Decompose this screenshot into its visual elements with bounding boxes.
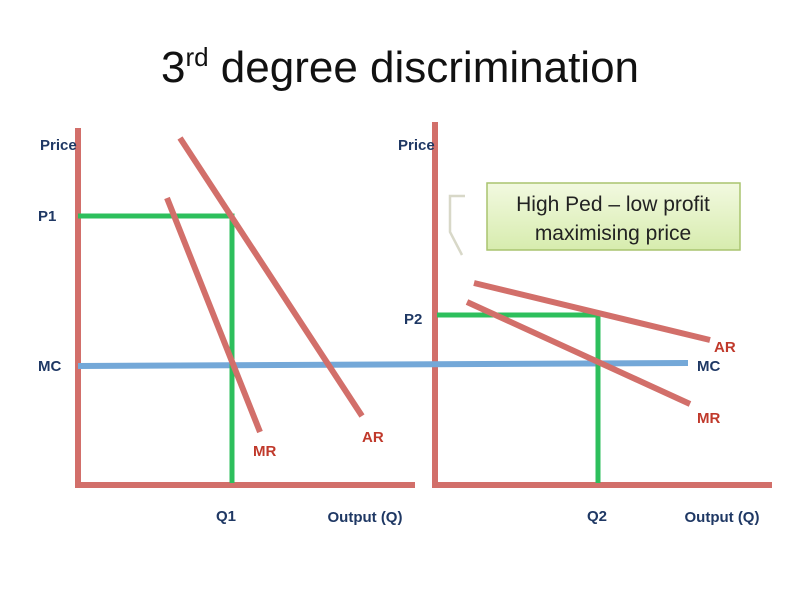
slide-title: 3rd degree discrimination	[161, 42, 639, 92]
price-label: P2	[404, 311, 422, 328]
y-axis-label: Price	[398, 137, 435, 154]
mr-label: MR	[253, 443, 276, 460]
callout-text: High Ped – low profit	[516, 193, 710, 216]
mr-curve	[465, 299, 692, 407]
x-axis-label: Output (Q)	[685, 509, 760, 526]
title-number: 3	[161, 43, 185, 92]
callout-box	[486, 182, 741, 251]
ar-label: AR	[362, 429, 384, 446]
callout-text: maximising price	[535, 222, 691, 245]
ar-curve	[473, 280, 711, 343]
price-label: P1	[38, 208, 56, 225]
y-axis-label: Price	[40, 137, 77, 154]
mr-label: MR	[697, 410, 720, 427]
callout-bracket	[448, 194, 465, 256]
title-superscript: rd	[185, 42, 208, 72]
quantity-label: Q2	[587, 508, 607, 525]
mc-line	[77, 360, 689, 369]
price-quantity-line	[437, 312, 601, 483]
ar-curve	[177, 136, 365, 418]
x-axis-label: Output (Q)	[328, 509, 403, 526]
ar-label: AR	[714, 339, 736, 356]
mc-label: MC	[697, 358, 720, 375]
mc-label: MC	[38, 358, 61, 375]
title-text: degree discrimination	[209, 43, 639, 92]
price-quantity-line	[78, 213, 235, 483]
mr-curve	[164, 196, 263, 434]
quantity-label: Q1	[216, 508, 236, 525]
